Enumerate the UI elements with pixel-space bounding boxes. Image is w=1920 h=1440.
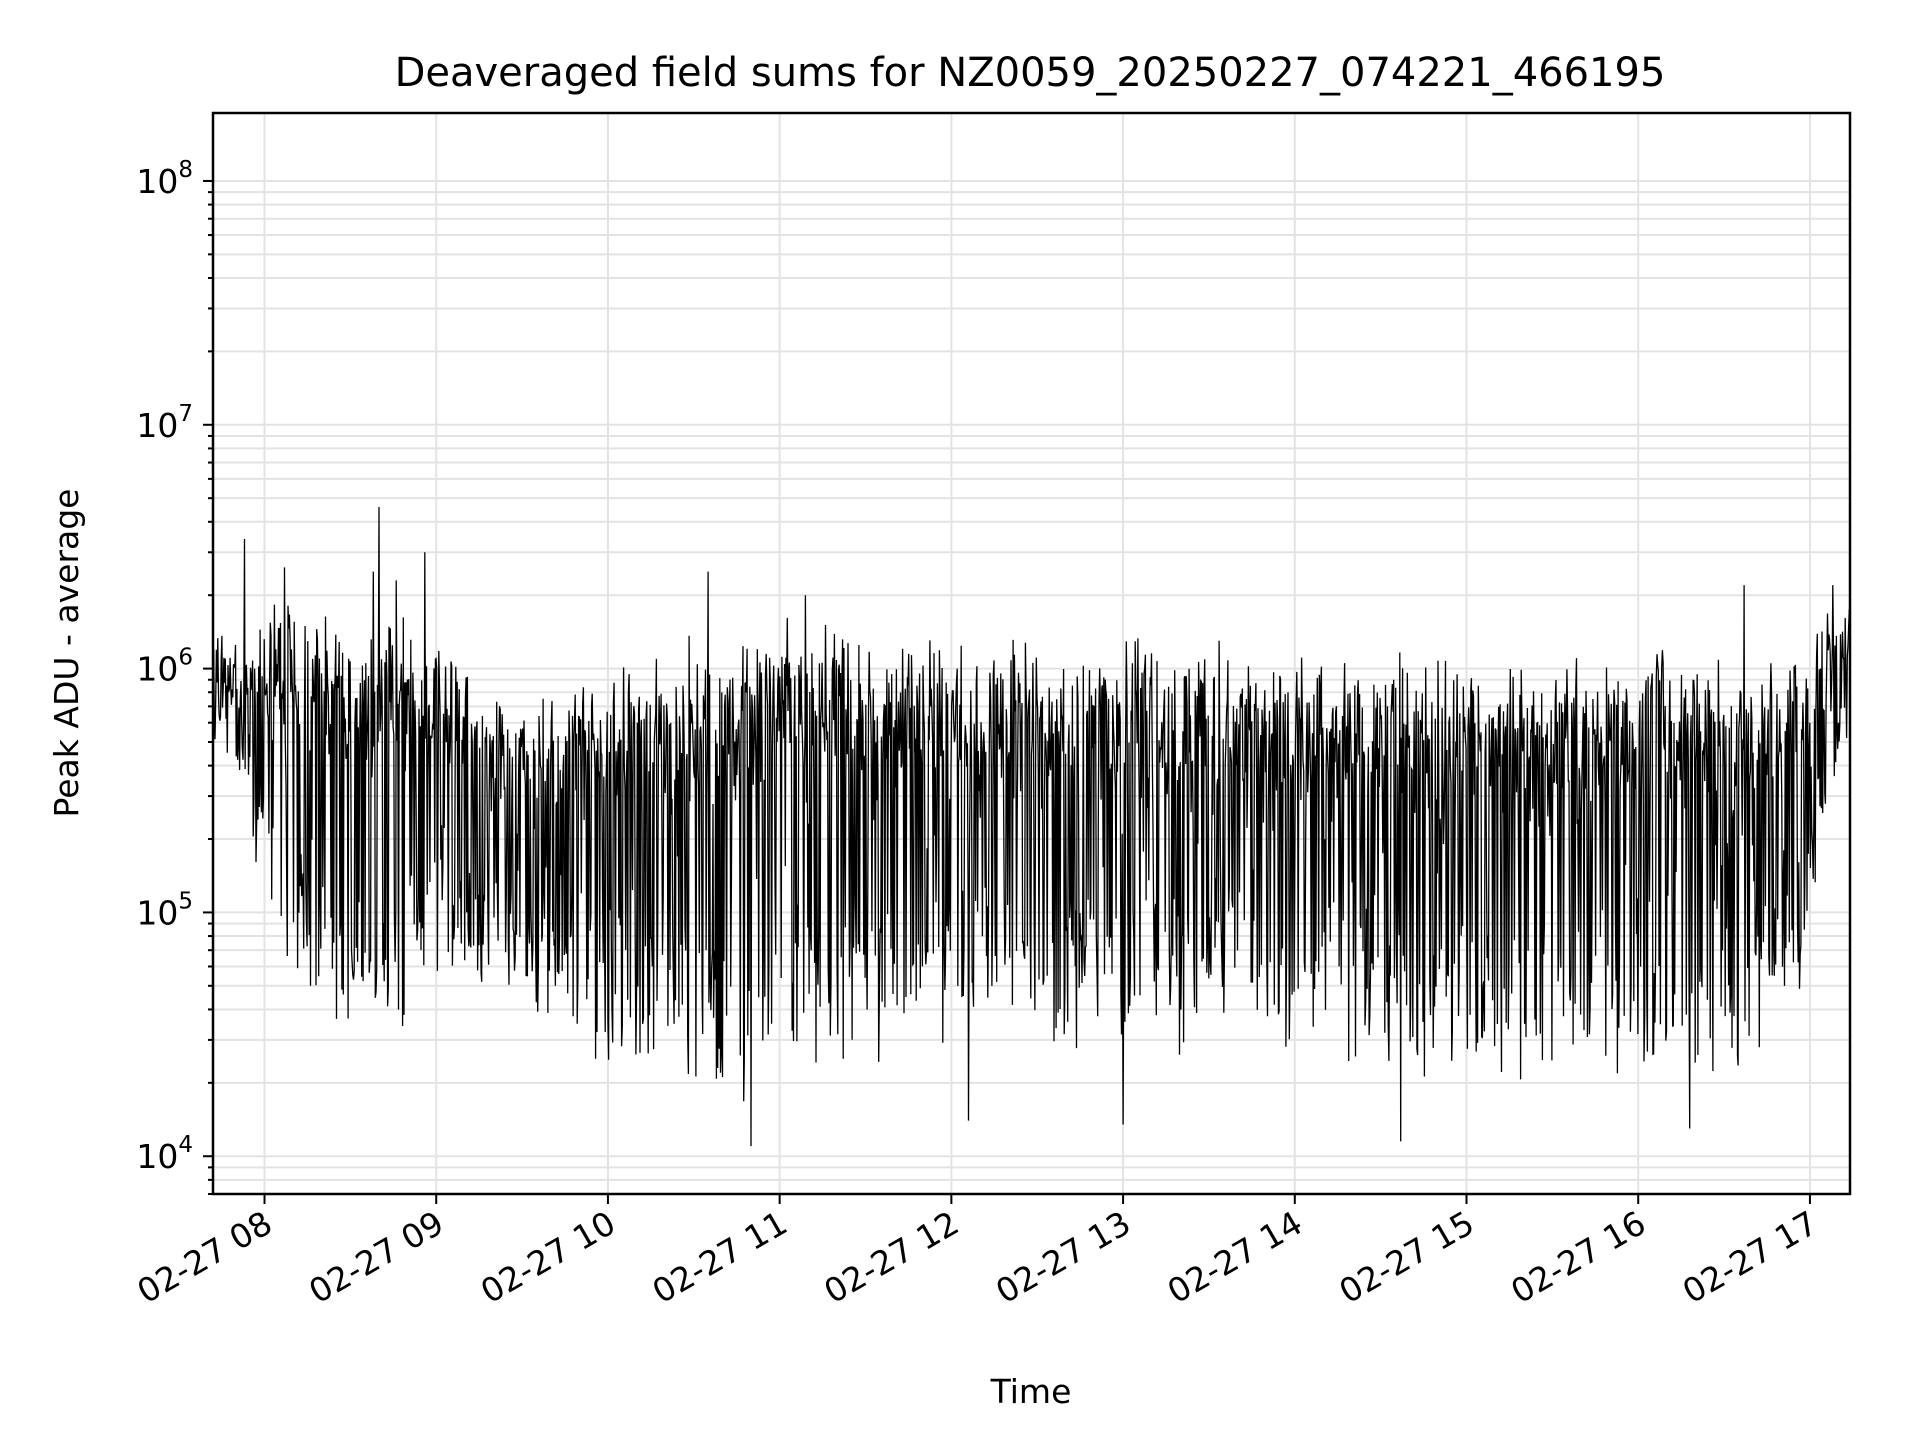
x-tick-label: 02-27 17	[1676, 1203, 1824, 1311]
x-axis-label: Time	[990, 1372, 1072, 1411]
plot-frame	[211, 111, 1852, 1196]
y-tick-label-base: 10	[136, 893, 178, 932]
y-tick-label-base: 10	[136, 1137, 178, 1176]
x-tick-label: 02-27 08	[131, 1203, 279, 1311]
chart-title: Deaveraged field sums for NZ0059_2025022…	[395, 50, 1666, 96]
y-tick-label-exponent: 8	[178, 157, 193, 183]
x-tick-label: 02-27 14	[1161, 1203, 1309, 1311]
y-tick-label: 108	[136, 157, 193, 201]
x-axis: 02-27 08 02-27 09 02-27 10 02-27 11 02-27 12…	[131, 1194, 1824, 1311]
y-tick-label-exponent: 4	[178, 1132, 193, 1158]
y-tick-label: 106	[136, 645, 193, 689]
y-tick-label: 104	[136, 1132, 193, 1176]
y-tick-label-exponent: 5	[178, 888, 193, 914]
y-tick-label-base: 10	[136, 406, 178, 445]
y-tick-label-base: 10	[136, 162, 178, 201]
series-line	[212, 506, 1851, 1147]
grid	[213, 113, 1850, 1195]
x-tick-label: 02-27 11	[646, 1203, 794, 1311]
x-tick-label: 02-27 13	[989, 1203, 1137, 1311]
series-group	[212, 506, 1851, 1147]
x-tick-label: 02-27 12	[817, 1203, 965, 1311]
x-tick-label: 02-27 09	[302, 1203, 450, 1311]
x-tick-label: 02-27 10	[474, 1203, 622, 1311]
y-tick-label-base: 10	[136, 650, 178, 689]
y-axis-label: Peak ADU - average	[47, 489, 86, 818]
y-tick-label-exponent: 6	[178, 645, 193, 671]
y-tick-label: 105	[136, 888, 193, 932]
x-tick-label: 02-27 16	[1504, 1203, 1652, 1311]
y-tick-label: 107	[136, 401, 193, 445]
x-tick-label: 02-27 15	[1333, 1203, 1481, 1311]
y-tick-label-exponent: 7	[178, 401, 193, 427]
